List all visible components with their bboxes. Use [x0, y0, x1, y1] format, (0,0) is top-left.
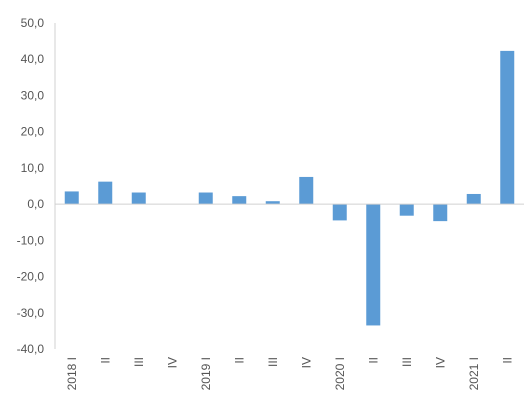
bar-11	[433, 204, 448, 222]
y-tick-label: 50,0	[21, 16, 45, 30]
bar-5	[232, 196, 247, 205]
bar-12	[466, 193, 481, 205]
y-tick-label: 20,0	[21, 125, 45, 139]
x-tick-label: III	[266, 357, 280, 367]
x-tick-label: II	[232, 357, 246, 364]
x-tick-label: IV	[165, 357, 179, 368]
y-tick-label: -40,0	[17, 342, 45, 356]
bar-0	[64, 191, 79, 205]
y-axis-ticks: -40,0 -30,0 -20,0 -10,0 0,0 10,0 20,0 30,0 40,0 5…	[17, 16, 45, 356]
x-tick-label: II	[98, 357, 112, 364]
bar-1	[98, 181, 113, 205]
x-tick-label: 2019 I	[199, 357, 213, 390]
bar-9	[366, 204, 381, 326]
y-tick-label: 40,0	[21, 52, 45, 66]
bar-10	[399, 204, 414, 216]
bar-2	[131, 192, 146, 205]
x-tick-label: 2018 I	[65, 357, 79, 390]
bar-13	[500, 50, 515, 205]
bar-7	[299, 176, 314, 205]
x-axis-ticks: 2018 I II III IV 2019 I II III IV 2020 I II III IV 2…	[65, 357, 515, 390]
x-tick-label: IV	[433, 357, 447, 368]
x-tick-label: II	[366, 357, 380, 364]
y-tick-label: -10,0	[17, 233, 45, 247]
bar-6	[265, 201, 280, 205]
x-tick-label: IV	[299, 357, 313, 368]
x-tick-label: 2020 I	[333, 357, 347, 390]
x-tick-label: 2021 I	[467, 357, 481, 390]
bar-4	[198, 192, 213, 205]
y-tick-label: 30,0	[21, 88, 45, 102]
y-tick-label: -20,0	[17, 270, 45, 284]
x-tick-label: III	[132, 357, 146, 367]
y-tick-label: 10,0	[21, 161, 45, 175]
y-tick-label: 0,0	[27, 197, 44, 211]
y-tick-label: -30,0	[17, 306, 45, 320]
bar-8	[332, 204, 347, 221]
x-tick-label: II	[500, 357, 514, 364]
x-tick-label: III	[400, 357, 414, 367]
bars	[64, 50, 515, 326]
